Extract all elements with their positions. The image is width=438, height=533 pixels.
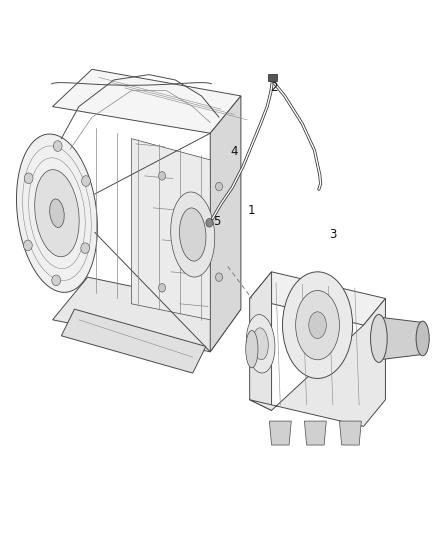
Text: 4: 4 <box>230 146 238 158</box>
Text: 5: 5 <box>213 215 220 228</box>
Ellipse shape <box>35 169 79 257</box>
Polygon shape <box>379 317 423 360</box>
Polygon shape <box>53 69 241 133</box>
Circle shape <box>81 176 90 187</box>
Polygon shape <box>53 277 241 352</box>
Ellipse shape <box>296 290 339 360</box>
Polygon shape <box>268 74 277 81</box>
Polygon shape <box>210 96 241 352</box>
Circle shape <box>53 141 62 151</box>
Polygon shape <box>131 139 210 320</box>
Polygon shape <box>339 421 361 445</box>
Polygon shape <box>250 272 385 325</box>
Ellipse shape <box>246 314 275 373</box>
Ellipse shape <box>283 272 353 378</box>
Ellipse shape <box>416 321 429 356</box>
Circle shape <box>24 240 32 251</box>
Text: 3: 3 <box>329 228 336 241</box>
Ellipse shape <box>17 134 97 293</box>
Circle shape <box>81 243 90 254</box>
Circle shape <box>52 275 60 286</box>
Text: 2: 2 <box>270 82 278 94</box>
Ellipse shape <box>171 192 215 277</box>
Polygon shape <box>250 272 272 410</box>
Circle shape <box>159 172 166 180</box>
Polygon shape <box>269 421 291 445</box>
Circle shape <box>206 219 213 227</box>
Ellipse shape <box>180 208 206 261</box>
Ellipse shape <box>246 330 258 368</box>
Circle shape <box>159 284 166 292</box>
Circle shape <box>24 173 33 183</box>
Ellipse shape <box>309 312 326 338</box>
Ellipse shape <box>371 314 387 362</box>
Ellipse shape <box>49 199 64 228</box>
Polygon shape <box>61 309 206 373</box>
Text: 1: 1 <box>248 204 256 217</box>
Circle shape <box>215 273 223 281</box>
Circle shape <box>215 182 223 191</box>
Polygon shape <box>304 421 326 445</box>
Polygon shape <box>250 298 385 426</box>
Ellipse shape <box>253 328 268 360</box>
